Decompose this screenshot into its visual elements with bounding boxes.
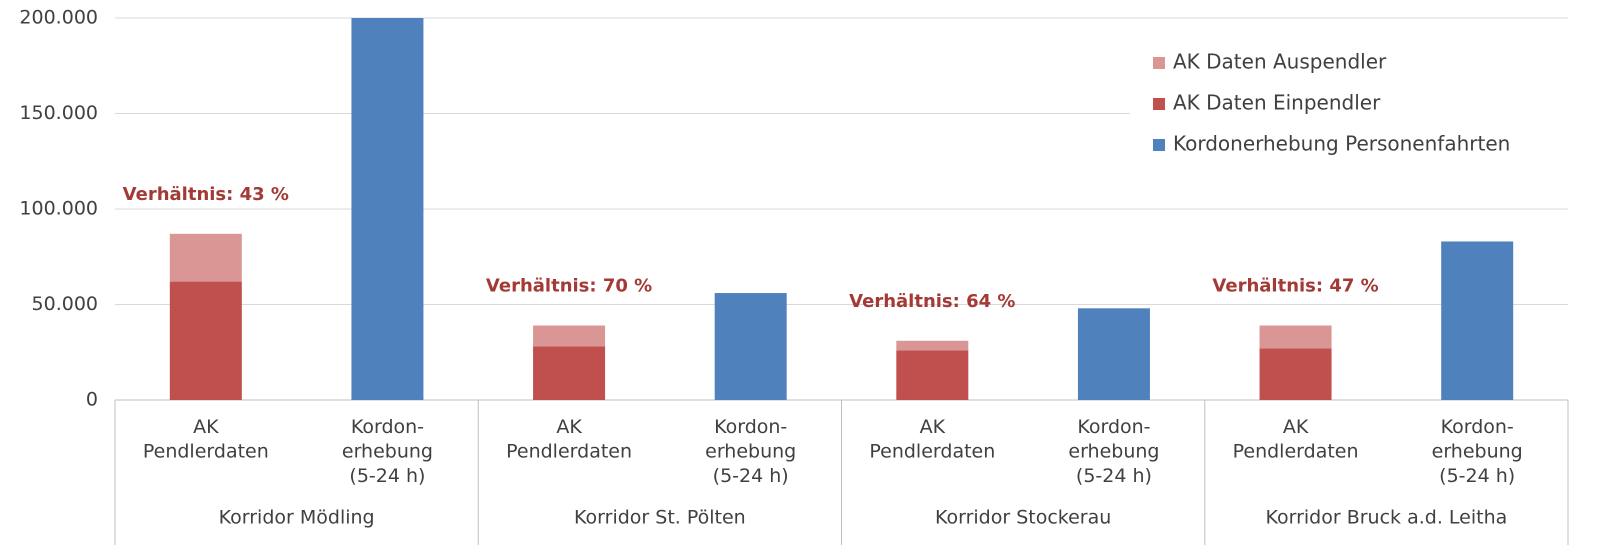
bar — [351, 18, 424, 400]
x-tick-label-line: Pendlerdaten — [506, 440, 632, 462]
bar-segment — [533, 325, 606, 347]
legend-swatch — [1153, 98, 1165, 110]
bar-segment — [169, 233, 242, 282]
x-tick-label: Kordon-erhebung (5-24 h) — [705, 416, 796, 487]
y-tick-label: 0 — [86, 389, 98, 411]
x-tick-label-line: Kordon- — [1077, 416, 1150, 438]
x-tick-label-line: AK — [193, 416, 219, 438]
x-tick-label: Kordon-erhebung (5-24 h) — [342, 416, 433, 487]
x-tick-label-line: erhebung — [1432, 440, 1523, 462]
legend-background — [1130, 40, 1570, 165]
x-tick-label: Kordon-erhebung (5-24 h) — [1432, 416, 1523, 487]
x-tick-label-line: (5-24 h) — [1076, 465, 1152, 487]
bar — [714, 293, 787, 400]
annotation: Verhältnis: 64 % — [849, 291, 1015, 312]
x-tick-label-line: Pendlerdaten — [143, 440, 269, 462]
x-tick-label: AK Pendlerdaten — [869, 416, 995, 463]
x-tick-label-line: Kordon- — [714, 416, 787, 438]
x-tick-label: AK Pendlerdaten — [1233, 416, 1359, 463]
x-tick-label-line: Kordon- — [351, 416, 424, 438]
legend-label: AK Daten Einpendler — [1173, 91, 1381, 115]
bar-segment — [533, 346, 606, 400]
x-tick-label: Kordon-erhebung (5-24 h) — [1068, 416, 1159, 487]
x-tick-label-line: AK — [920, 416, 946, 438]
annotation: Verhältnis: 70 % — [486, 276, 652, 297]
y-tick-label: 100.000 — [19, 198, 98, 220]
group-label: Korridor St. Pölten — [574, 507, 746, 529]
bar-segment — [896, 350, 969, 400]
bar-segment — [1259, 325, 1332, 349]
x-tick-label-line: (5-24 h) — [713, 465, 789, 487]
x-tick-label-line: Pendlerdaten — [869, 440, 995, 462]
x-tick-label-line: AK — [556, 416, 582, 438]
x-tick-label-line: erhebung — [1068, 440, 1159, 462]
bar — [1441, 241, 1514, 400]
group-label: Korridor Stockerau — [935, 507, 1111, 529]
group-label: Korridor Bruck a.d. Leitha — [1265, 507, 1507, 529]
legend-swatch — [1153, 139, 1165, 151]
annotation: Verhältnis: 43 % — [123, 184, 289, 205]
legend-label: Kordonerhebung Personenfahrten — [1173, 132, 1510, 156]
y-tick-label: 150.000 — [19, 102, 98, 124]
y-tick-label: 200.000 — [19, 7, 98, 29]
x-tick-label-line: Pendlerdaten — [1233, 440, 1359, 462]
bar-segment — [896, 340, 969, 351]
x-tick-label-line: AK — [1283, 416, 1309, 438]
bar — [1077, 308, 1150, 400]
bar-segment — [1259, 348, 1332, 400]
legend-label: AK Daten Auspendler — [1173, 50, 1387, 74]
x-tick-label-line: (5-24 h) — [349, 465, 425, 487]
x-tick-label-line: Kordon- — [1441, 416, 1514, 438]
y-tick-label: 50.000 — [32, 293, 98, 315]
x-tick-label: AK Pendlerdaten — [506, 416, 632, 463]
group-label: Korridor Mödling — [219, 507, 375, 529]
bar-segment — [169, 281, 242, 400]
x-tick-label-line: (5-24 h) — [1439, 465, 1515, 487]
x-tick-label-line: erhebung — [342, 440, 433, 462]
legend-swatch — [1153, 57, 1165, 69]
x-tick-label-line: erhebung — [705, 440, 796, 462]
x-tick-label: AK Pendlerdaten — [143, 416, 269, 463]
annotation: Verhältnis: 47 % — [1212, 276, 1378, 297]
